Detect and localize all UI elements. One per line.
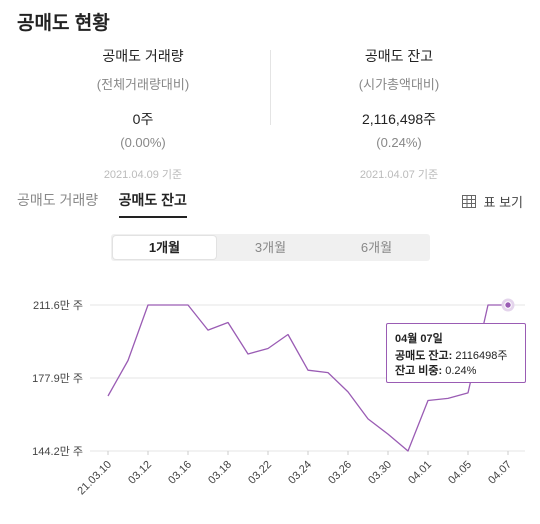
x-tick-label: 04.05 <box>446 459 474 487</box>
summary-panel: 공매도 거래량 (전체거래량대비) 0주 (0.00%) 2021.04.09 … <box>0 40 540 181</box>
y-tick-label: 211.6만 주 <box>33 299 83 312</box>
table-view-button[interactable]: 표 보기 <box>461 192 524 211</box>
volume-date: 2021.04.09 기준 <box>103 169 183 181</box>
balance-summary: 공매도 잔고 (시가총액대비) 2,116,498주 (0.24%) 2021.… <box>264 40 534 182</box>
tooltip-balance-row: 공매도 잔고: 2116498주 <box>395 349 517 364</box>
volume-summary: 공매도 거래량 (전체거래량대비) 0주 (0.00%) 2021.04.09 … <box>8 40 278 182</box>
y-tick-label: 177.9만 주 <box>32 372 83 385</box>
x-tick-label: 03.22 <box>246 459 274 487</box>
x-tick-label: 21.03.10 <box>75 459 114 498</box>
volume-label: 공매도 거래량 <box>102 48 184 64</box>
volume-sub-label: (전체거래량대비) <box>96 77 190 92</box>
short-balance-chart: 211.6만 주 177.9만 주 144.2만 주 21.03.10 03.12 03… <box>32 298 525 498</box>
tab-short-volume[interactable]: 공매도 거래량 <box>17 192 99 208</box>
x-tick-label: 03.30 <box>366 459 394 487</box>
balance-value: 2,116,498주 <box>361 111 437 127</box>
table-view-label: 표 보기 <box>483 195 524 210</box>
tooltip-ratio-key: 잔고 비중: <box>395 365 443 377</box>
balance-label: 공매도 잔고 <box>364 48 434 64</box>
balance-ratio: (0.24%) <box>376 135 422 150</box>
period-selector: 1개월 3개월 6개월 <box>111 234 430 261</box>
x-tick-label: 04.07 <box>486 459 514 487</box>
chart-tabs: 공매도 거래량 공매도 잔고 <box>17 190 203 220</box>
tooltip-date: 04월 07일 <box>395 333 443 345</box>
x-tick-label: 03.18 <box>206 459 234 487</box>
balance-date: 2021.04.07 기준 <box>359 169 439 181</box>
page-title: 공매도 현황 <box>17 13 110 34</box>
volume-ratio: (0.00%) <box>120 135 166 150</box>
series-line <box>107 304 508 452</box>
tooltip-ratio-row: 잔고 비중: 0.24% <box>395 364 517 379</box>
period-6-months[interactable]: 6개월 <box>360 240 393 255</box>
table-grid-icon <box>461 195 476 208</box>
x-tick-label: 03.26 <box>326 459 354 487</box>
chart-tooltip: 04월 07일 공매도 잔고: 2116498주 잔고 비중: 0.24% <box>386 323 526 383</box>
x-tick-label: 03.12 <box>126 459 154 487</box>
volume-value: 0주 <box>132 111 154 127</box>
period-1-month[interactable]: 1개월 <box>113 236 216 259</box>
summary-divider <box>270 50 271 125</box>
tab-short-balance[interactable]: 공매도 잔고 <box>118 190 187 218</box>
tooltip-ratio-value: 0.24% <box>442 365 477 377</box>
tooltip-balance-key: 공매도 잔고: <box>395 350 453 362</box>
x-tick-label: 03.16 <box>166 459 194 487</box>
y-tick-label: 144.2만 주 <box>32 445 83 458</box>
tooltip-balance-value: 2116498주 <box>452 350 508 362</box>
period-3-months[interactable]: 3개월 <box>254 240 287 255</box>
balance-sub-label: (시가총액대비) <box>358 77 440 92</box>
x-tick-label: 03.24 <box>286 459 314 487</box>
x-tick-label: 04.01 <box>406 459 434 487</box>
highlight-point[interactable] <box>504 301 512 309</box>
